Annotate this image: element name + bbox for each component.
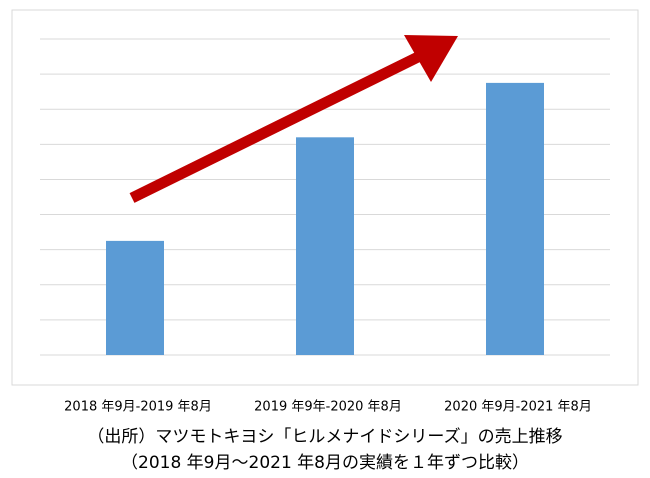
bar — [106, 240, 164, 355]
x-tick-label: 2019 年9年-2020 年8月 — [254, 400, 402, 415]
x-tick-label: 2020 年9月-2021 年8月 — [444, 400, 592, 415]
trend-arrow-shaft — [129, 51, 423, 203]
x-tick-label: 2018 年9月-2019 年8月 — [64, 400, 212, 415]
trend-arrow-head — [404, 35, 458, 82]
caption: （2018 年9月～2021 年8月の実績を１年ずつ比較） — [121, 453, 529, 473]
caption: （出所）マツモトキヨシ「ヒルメナイドシリーズ」の売上推移 — [87, 427, 562, 447]
bar — [486, 82, 544, 355]
bar — [296, 137, 354, 355]
